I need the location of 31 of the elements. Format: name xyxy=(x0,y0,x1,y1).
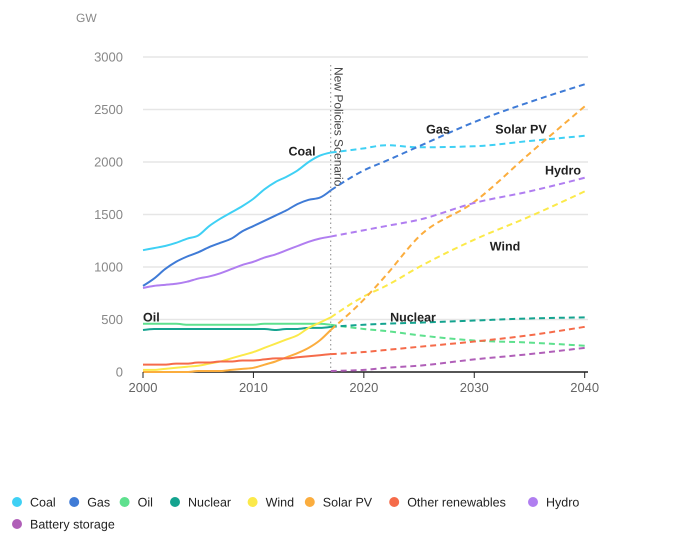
text: Coal xyxy=(288,144,316,158)
text: Solar PV xyxy=(495,122,547,136)
x-tick-label: 2030 xyxy=(460,380,489,395)
legend-label: Battery storage xyxy=(30,517,115,532)
legend-label: Other renewables xyxy=(407,495,506,510)
text: Gas xyxy=(426,122,450,136)
y-tick-label: 3000 xyxy=(94,50,123,65)
y-tick-label: 500 xyxy=(101,312,123,328)
y-tick-label: 2500 xyxy=(94,102,123,118)
text: Oil xyxy=(143,310,160,324)
y-tick-label: 1000 xyxy=(94,260,123,275)
y-tick-label: 2000 xyxy=(94,154,123,170)
legend-label: Coal xyxy=(30,495,56,510)
ref-line-label: New Policies Scenario xyxy=(332,67,346,187)
text: Nuclear xyxy=(390,310,436,324)
y-tick-label: 0 xyxy=(116,364,123,380)
legend-label: Oil xyxy=(138,495,153,510)
x-tick-label: 2000 xyxy=(128,380,158,395)
text: Wind xyxy=(490,239,520,254)
x-tick-label: 2020 xyxy=(349,380,378,395)
x-tick-label: 2040 xyxy=(570,380,600,395)
x-tick-label: 2010 xyxy=(238,380,268,395)
line-series xyxy=(330,346,586,372)
legend-label: Solar PV xyxy=(322,495,373,510)
legend-label: Hydro xyxy=(546,495,580,510)
y-axis-title: GW xyxy=(76,11,98,25)
legend-label: Gas xyxy=(87,495,110,510)
legend-label: Nuclear xyxy=(188,495,232,510)
legend-label: Wind xyxy=(266,495,294,510)
y-tick-label: 1500 xyxy=(94,207,123,222)
text: Hydro xyxy=(544,163,582,178)
